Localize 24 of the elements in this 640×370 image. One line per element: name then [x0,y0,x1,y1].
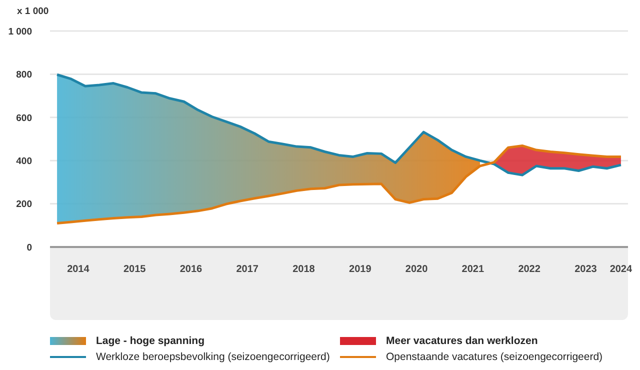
x-tick-label: 2016 [180,264,203,276]
line-series [56,73,622,176]
legend-label: Lage - hoge spanning [96,335,205,347]
legend-label: Openstaande vacatures (seizoengecorrigeerd) [386,351,603,363]
x-tick-label: 2015 [123,264,146,276]
y-axis-title: x 1 000 [17,6,49,17]
y-tick-label: 1 000 [8,26,32,38]
x-tick-label: 2020 [405,264,428,276]
y-tick-label: 800 [16,70,32,81]
x-tick-label: 2014 [67,264,90,276]
y-tick-label: 200 [16,199,32,210]
legend-label: Werkloze beroepsbevolking (seizoengecorrigeerd) [96,351,330,363]
x-tick-label: 2018 [292,264,316,276]
y-tick-label: 0 [26,242,32,254]
x-tick-label: 2019 [349,264,372,276]
x-tick-label: 2023 [574,264,598,276]
x-tick-label: 2021 [462,264,484,276]
line-series [56,144,622,224]
x-tick-label: 2017 [236,264,259,276]
y-tick-label: 600 [16,112,32,124]
x-tick-label: 2024 [610,264,633,276]
y-tick-label: 400 [16,156,32,167]
x-tick-label: 2022 [518,264,541,276]
legend-label: Meer vacatures dan werklozen [386,335,538,347]
